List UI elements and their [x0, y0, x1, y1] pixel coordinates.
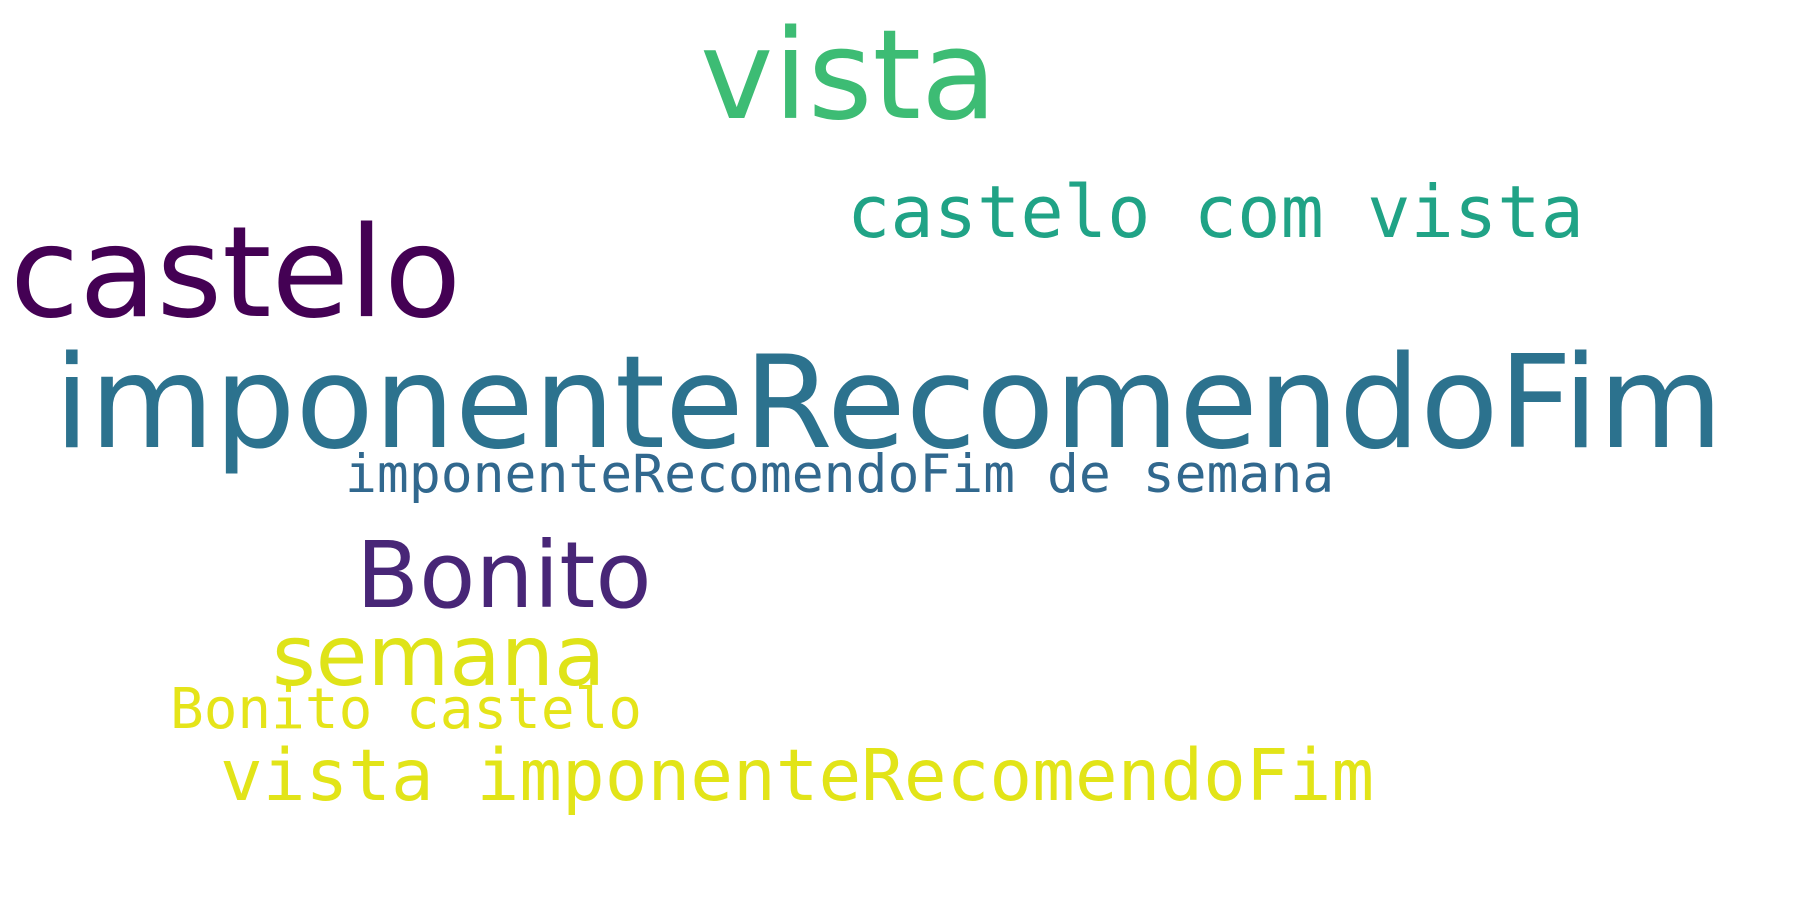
word-castelo: castelo [10, 199, 462, 346]
word-imponente-fim-de-semana: imponenteRecomendoFim de semana [345, 444, 1335, 505]
word-vista: vista [700, 4, 998, 148]
word-imponente-recomendo-fim: imponenteRecomendoFim [54, 329, 1724, 478]
word-bonito: Bonito [356, 522, 652, 629]
word-castelo-com-vista: castelo com vista [847, 170, 1584, 254]
word-bonito-castelo: Bonito castelo [170, 677, 643, 742]
word-semana: semana [272, 607, 606, 705]
word-vista-imponente-recomendo-fim: vista imponenteRecomendoFim [220, 734, 1375, 817]
